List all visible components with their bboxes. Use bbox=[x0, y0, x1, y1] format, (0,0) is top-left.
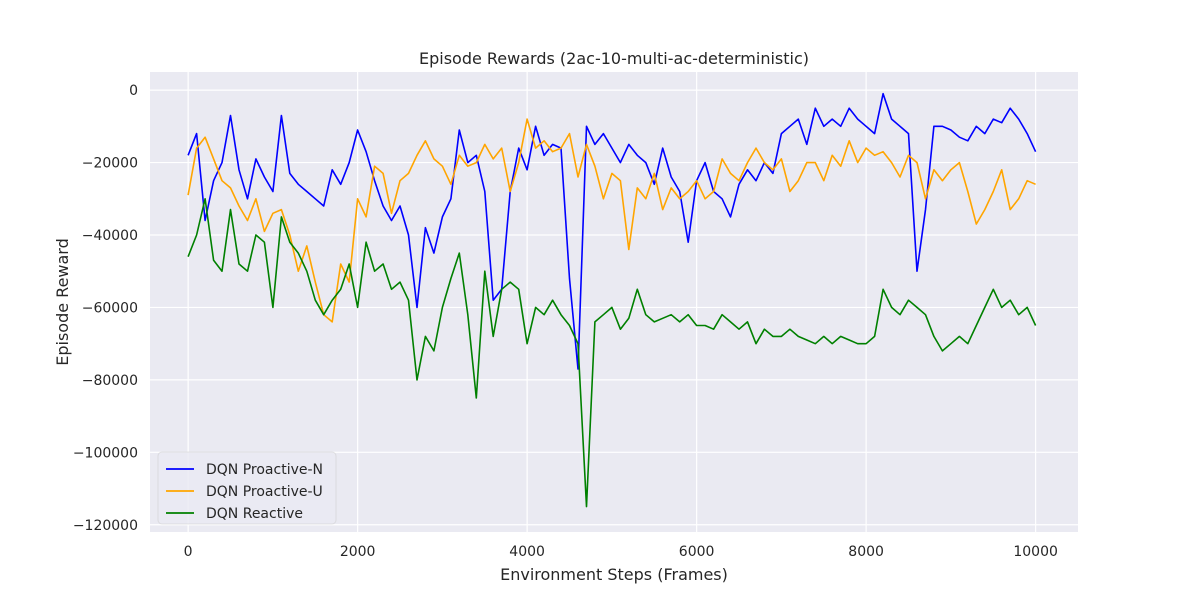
x-tick-label: 4000 bbox=[509, 544, 545, 560]
y-tick-label: −120000 bbox=[73, 518, 138, 534]
series-lines bbox=[187, 92, 1037, 508]
y-tick-label: −100000 bbox=[73, 445, 138, 461]
legend-label-dqn-reactive: DQN Reactive bbox=[206, 506, 303, 522]
x-tick-label: 8000 bbox=[848, 544, 884, 560]
x-axis-label: Environment Steps (Frames) bbox=[500, 565, 728, 584]
legend-label-dqn-proactive-n: DQN Proactive-N bbox=[206, 462, 323, 478]
y-tick-label: −60000 bbox=[82, 300, 138, 316]
x-tick-label: 0 bbox=[184, 544, 193, 560]
legend: DQN Proactive-N DQN Proactive-U DQN Reacti… bbox=[157, 451, 337, 525]
y-tick-label: −80000 bbox=[82, 373, 138, 389]
gridlines bbox=[150, 72, 1078, 532]
y-tick-label: −20000 bbox=[82, 156, 138, 172]
series-line-dqn-proactive-n bbox=[187, 92, 1037, 370]
x-tick-label: 6000 bbox=[679, 544, 715, 560]
chart-title: Episode Rewards (2ac-10-multi-ac-determi… bbox=[419, 49, 809, 68]
series-line-dqn-proactive-u bbox=[187, 118, 1036, 323]
series-line-dqn-reactive bbox=[187, 198, 1037, 508]
legend-frame bbox=[157, 451, 337, 525]
y-tick-label: −40000 bbox=[82, 228, 138, 244]
legend-label-dqn-proactive-u: DQN Proactive-U bbox=[206, 484, 323, 500]
y-tick-labels: 0 −20000 −40000 −60000 −80000 −100000 −120000 bbox=[73, 83, 138, 534]
y-tick-label: 0 bbox=[129, 83, 138, 99]
x-tick-label: 2000 bbox=[340, 544, 376, 560]
y-axis-label: Episode Reward bbox=[53, 238, 72, 366]
x-tick-label: 10000 bbox=[1013, 544, 1058, 560]
x-tick-labels: 0 2000 4000 6000 8000 10000 bbox=[184, 544, 1058, 560]
